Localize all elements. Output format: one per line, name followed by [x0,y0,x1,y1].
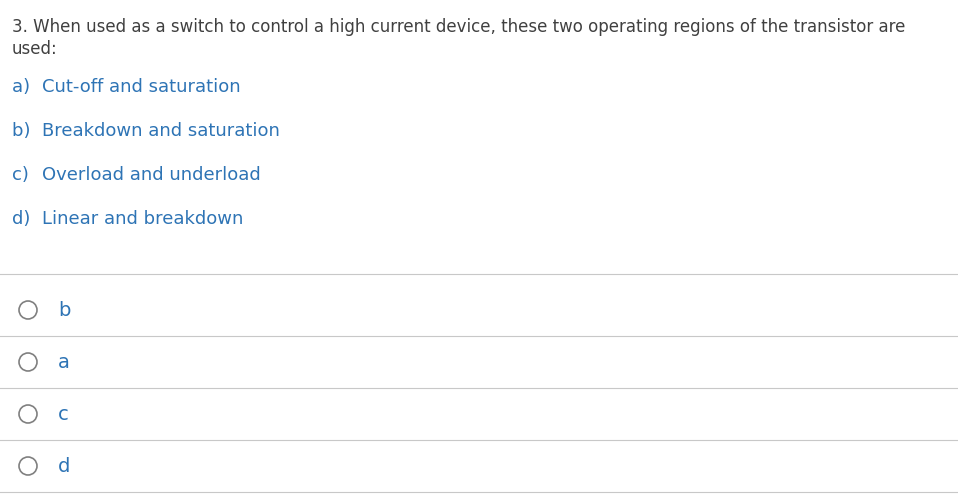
Text: Linear and breakdown: Linear and breakdown [42,210,243,228]
Text: d: d [58,456,70,476]
Text: a): a) [12,78,41,96]
Text: Breakdown and saturation: Breakdown and saturation [42,122,280,140]
Text: a: a [58,353,70,371]
Text: Cut-off and saturation: Cut-off and saturation [42,78,240,96]
Text: b): b) [12,122,42,140]
Text: c: c [58,405,69,423]
Text: used:: used: [12,40,57,58]
Text: 3. When used as a switch to control a high current device, these two operating r: 3. When used as a switch to control a hi… [12,18,905,36]
Text: c): c) [12,166,40,184]
Text: b: b [58,300,70,320]
Text: Overload and underload: Overload and underload [42,166,261,184]
Text: d): d) [12,210,42,228]
